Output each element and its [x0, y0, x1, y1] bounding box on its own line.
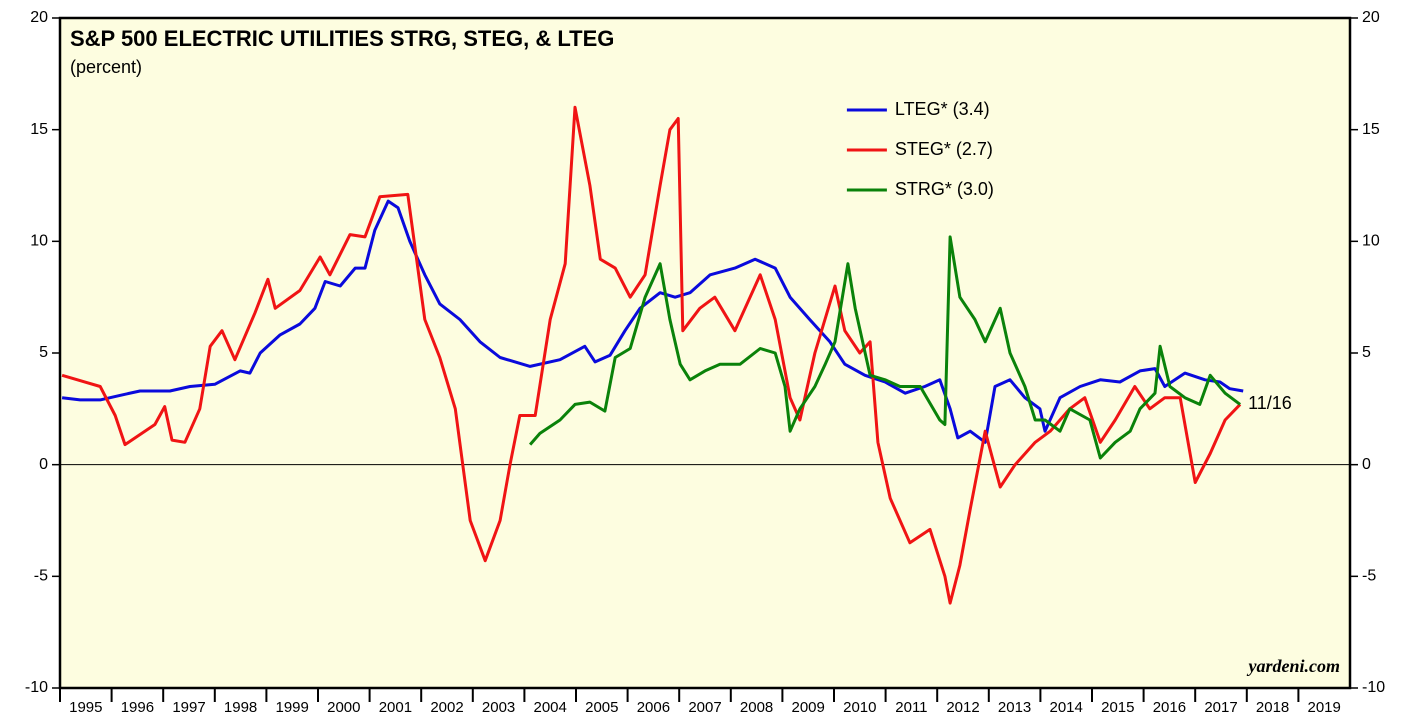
x-tick-label: 2010 — [843, 699, 876, 716]
x-tick-label: 2015 — [1101, 699, 1134, 716]
series-line — [61, 199, 1244, 444]
y-tick-label: 5 — [39, 344, 48, 361]
x-tick-label: 2005 — [585, 699, 618, 716]
x-tick-label: 2018 — [1256, 699, 1289, 716]
x-tick-label: 2017 — [1204, 699, 1237, 716]
chart-subtitle: (percent) — [70, 57, 142, 77]
x-tick-label: 2012 — [946, 699, 979, 716]
source: yardeni.com — [1247, 656, 1341, 676]
y-tick-label: 20 — [30, 9, 48, 26]
x-tick-label: 2019 — [1308, 699, 1341, 716]
x-tick-label: 2006 — [637, 699, 670, 716]
y2-tick-label: -5 — [1362, 568, 1376, 585]
chart-title: S&P 500 ELECTRIC UTILITIES STRG, STEG, &… — [70, 26, 614, 51]
x-tick-label: 2011 — [895, 699, 927, 716]
y-tick-label: 0 — [39, 456, 48, 473]
y2-tick-label: 10 — [1362, 233, 1380, 250]
x-tick-label: 2016 — [1153, 699, 1186, 716]
x-tick-label: 2009 — [792, 699, 825, 716]
x-tick-label: 1998 — [224, 699, 257, 716]
legend-label: STEG* (2.7) — [895, 139, 993, 159]
y2-tick-label: 20 — [1362, 9, 1380, 26]
y2-tick-label: 5 — [1362, 344, 1371, 361]
legend-label: LTEG* (3.4) — [895, 99, 990, 119]
series-line — [61, 105, 1242, 605]
x-tick-label: 2002 — [430, 699, 463, 716]
x-tick-label: 2000 — [327, 699, 360, 716]
series-line — [528, 235, 1241, 460]
legend-label: STRG* (3.0) — [895, 179, 994, 199]
end-date-label: 11/16 — [1248, 393, 1292, 413]
x-tick-label: 2014 — [1050, 699, 1083, 716]
plot-background — [60, 18, 1350, 688]
x-tick-label: 2001 — [379, 699, 412, 716]
marks — [60, 105, 1350, 605]
x-tick-label: 1996 — [121, 699, 154, 716]
y-tick-label: -10 — [25, 679, 48, 696]
x-tick-label: 2013 — [998, 699, 1031, 716]
y-tick-label: -5 — [34, 568, 48, 585]
x-tick-label: 2008 — [740, 699, 773, 716]
y-tick-label: 10 — [30, 233, 48, 250]
x-tick-label: 2007 — [688, 699, 721, 716]
x-tick-label: 2004 — [534, 699, 567, 716]
y2-tick-label: 15 — [1362, 121, 1380, 138]
x-tick-label: 1995 — [69, 699, 102, 716]
y2-tick-label: -10 — [1362, 679, 1385, 696]
x-tick-label: 1999 — [276, 699, 309, 716]
x-tick-label: 1997 — [172, 699, 205, 716]
y-tick-label: 15 — [30, 121, 48, 138]
x-tick-label: 2003 — [482, 699, 515, 716]
y2-tick-label: 0 — [1362, 456, 1371, 473]
